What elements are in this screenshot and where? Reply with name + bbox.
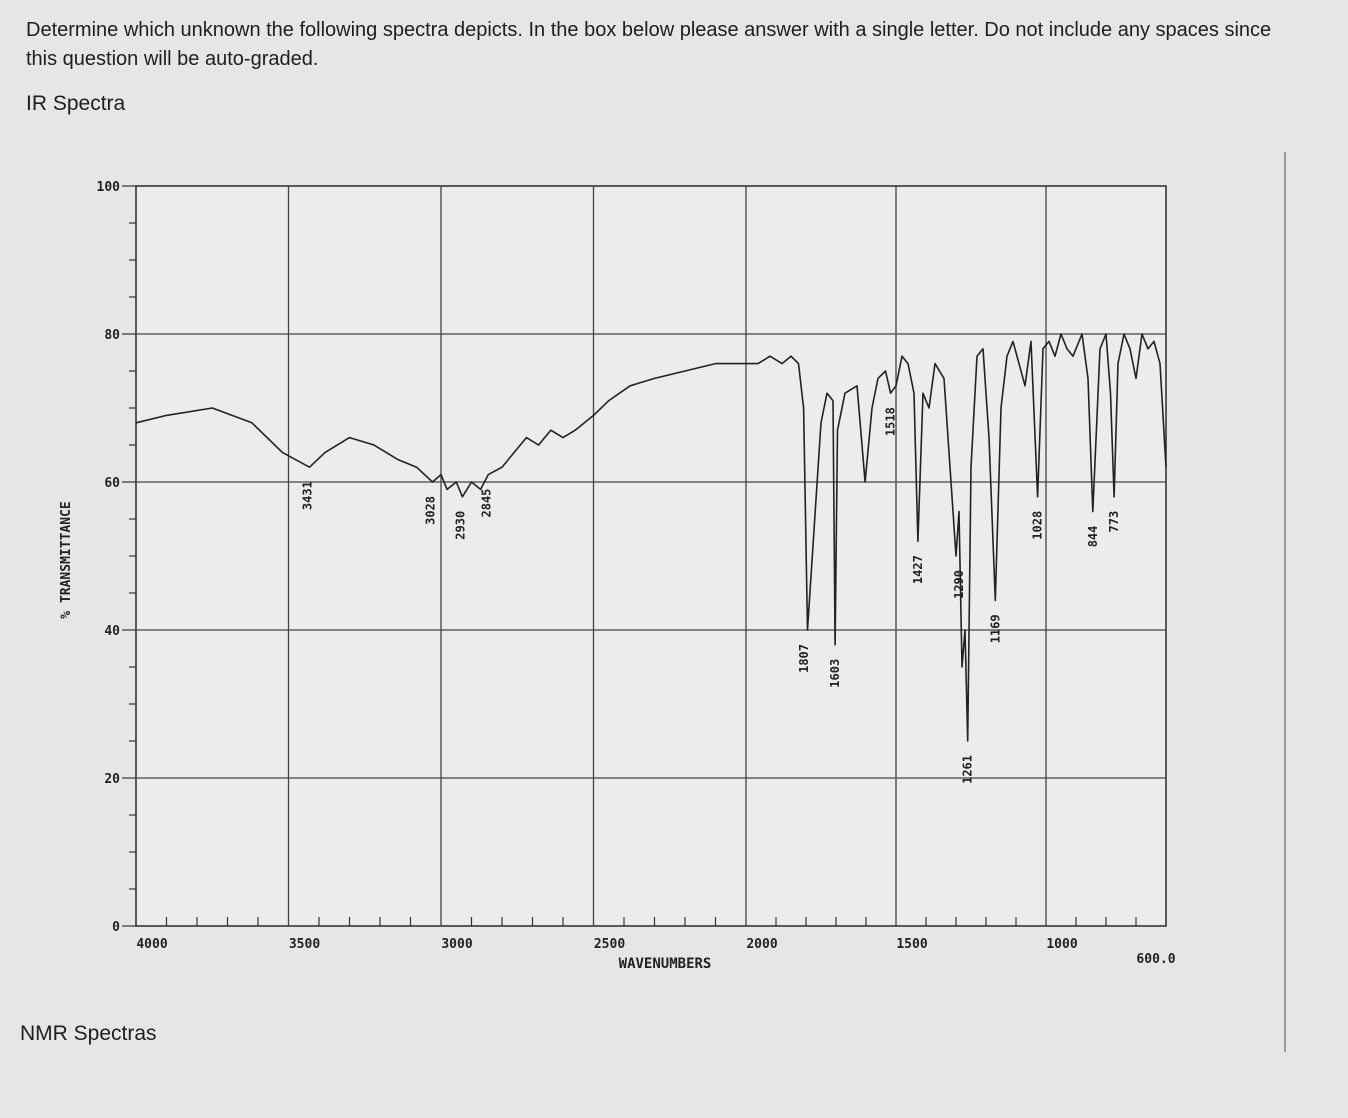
peak-label: 1518: [884, 407, 898, 436]
plot-area: [135, 185, 1167, 927]
ir-spectra-title: IR Spectra: [26, 92, 126, 115]
peak-label: 1169: [988, 614, 1002, 643]
y-axis-label: % TRANSMITTANCE: [59, 501, 74, 618]
peak-label: 3431: [301, 481, 315, 510]
x-axis-label: WAVENUMBERS: [619, 956, 712, 972]
x-tick-labels: 4000 3500 3000 2500 2000 1500 1000 600.0: [136, 937, 1175, 967]
x-tick-label: 1500: [896, 937, 927, 952]
nmr-spectra-title: NMR Spectras: [20, 1022, 157, 1045]
x-tick-label: 2500: [594, 937, 625, 952]
y-tick-label: 100: [97, 180, 121, 195]
peak-label: 1603: [828, 659, 842, 688]
peak-label: 1261: [961, 755, 975, 784]
peak-labels: 3431 3028 2930 2845 1807 1603 1518 1427 1290 1261…: [301, 407, 1122, 784]
peak-label: 844: [1086, 526, 1100, 548]
peak-label: 2930: [453, 511, 467, 540]
peak-label: 1807: [797, 644, 811, 673]
x-tick-label: 3000: [441, 937, 472, 952]
x-tick-label: 4000: [136, 937, 167, 952]
spectrum-line: [135, 333, 1167, 742]
y-tick-label: 0: [112, 920, 120, 935]
peak-label: 1290: [952, 570, 966, 599]
right-edge-divider: [1284, 152, 1286, 1052]
x-tick-label: 3500: [289, 937, 320, 952]
peak-label: 2845: [479, 489, 493, 518]
axis-ticks: [122, 185, 1137, 927]
y-tick-label: 80: [104, 328, 120, 343]
y-tick-label: 40: [104, 624, 120, 639]
y-tick-label: 60: [104, 476, 120, 491]
x-tick-label: 600.0: [1136, 952, 1175, 967]
x-tick-label: 2000: [746, 937, 777, 952]
peak-label: 773: [1107, 511, 1121, 533]
question-text: Determine which unknown the following sp…: [26, 19, 1272, 70]
peak-label: 3028: [424, 496, 438, 525]
y-tick-label: 20: [104, 772, 120, 787]
peak-label: 1427: [911, 555, 925, 584]
peak-label: 1028: [1031, 511, 1045, 540]
y-tick-labels: 100 80 60 40 20 0: [97, 180, 121, 935]
x-tick-label: 1000: [1046, 937, 1077, 952]
grid: [136, 186, 1166, 926]
